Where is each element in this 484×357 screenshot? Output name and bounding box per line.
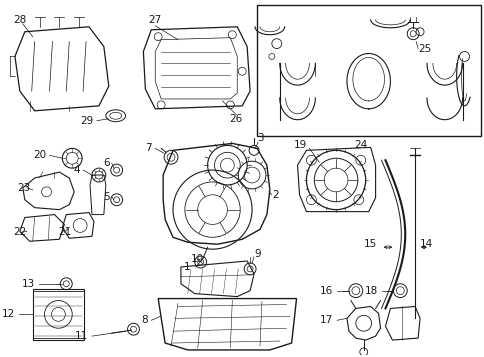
Text: 4: 4 — [74, 165, 80, 175]
Text: 29: 29 — [80, 116, 94, 126]
Text: 25: 25 — [417, 44, 430, 54]
Text: 7: 7 — [144, 144, 151, 154]
Text: 15: 15 — [363, 239, 376, 249]
Text: 23: 23 — [17, 183, 30, 193]
Text: 27: 27 — [148, 15, 162, 25]
Text: 24: 24 — [353, 140, 367, 150]
Text: 14: 14 — [419, 239, 432, 249]
Text: 13: 13 — [21, 279, 35, 289]
Text: 21: 21 — [58, 227, 72, 237]
Text: 2: 2 — [272, 190, 278, 200]
Text: 26: 26 — [229, 114, 242, 124]
Text: 1: 1 — [184, 262, 190, 272]
Text: 18: 18 — [363, 286, 377, 296]
Text: 12: 12 — [1, 310, 15, 320]
Text: 19: 19 — [294, 140, 307, 150]
Text: 16: 16 — [319, 286, 333, 296]
Text: 22: 22 — [13, 227, 26, 237]
Text: 8: 8 — [141, 315, 148, 325]
Text: 3: 3 — [257, 134, 263, 144]
Text: 17: 17 — [319, 315, 333, 325]
Bar — [257, 5, 480, 136]
Text: 20: 20 — [33, 150, 46, 160]
Text: 9: 9 — [254, 249, 260, 259]
Text: 6: 6 — [103, 158, 109, 168]
Text: 5: 5 — [103, 192, 109, 202]
Bar — [32, 289, 84, 340]
Text: 10: 10 — [190, 254, 203, 264]
Text: 28: 28 — [13, 15, 26, 25]
Text: 11: 11 — [75, 331, 88, 341]
